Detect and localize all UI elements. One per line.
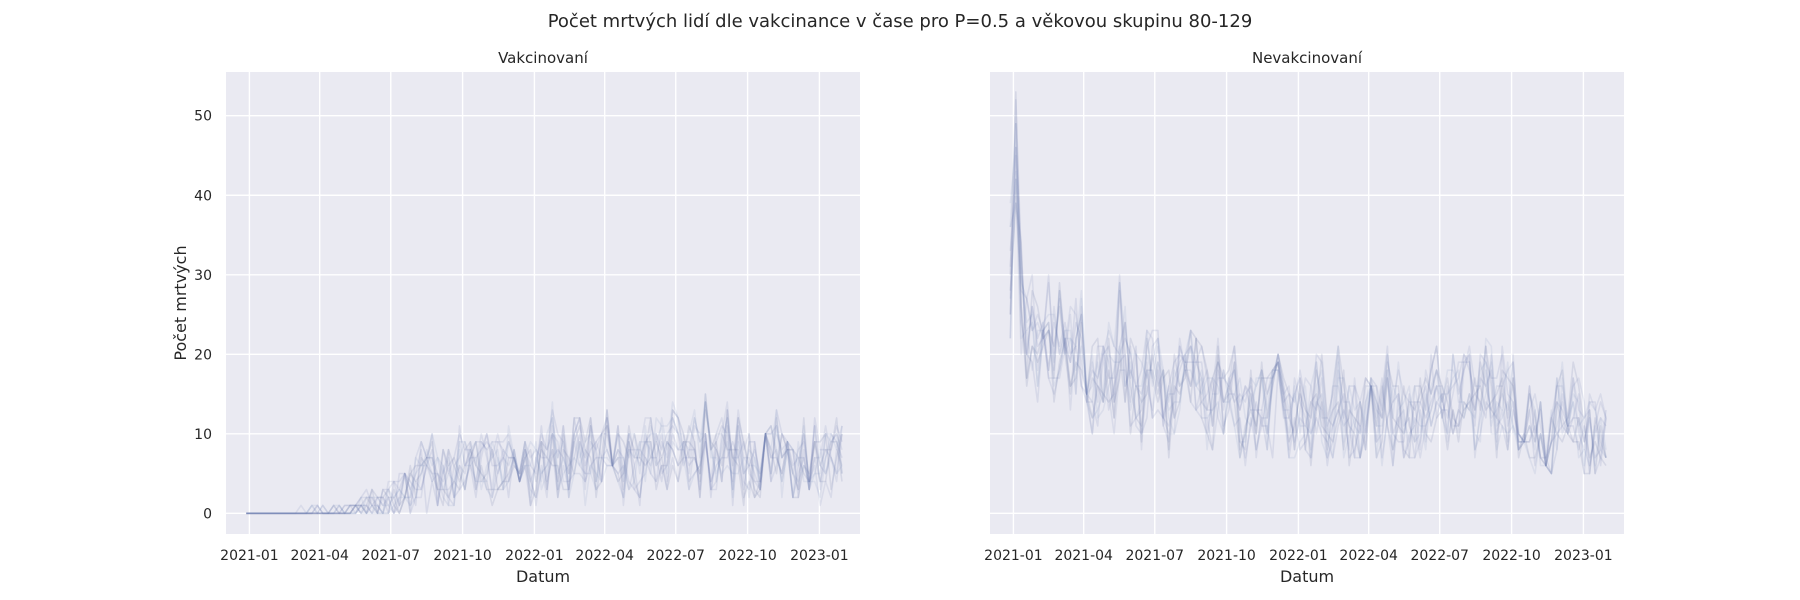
figure-title: Počet mrtvých lidí dle vakcinance v čase…: [548, 11, 1253, 32]
series-line: [1009, 202, 1607, 475]
x-tick-label: 2021-01: [984, 548, 1043, 564]
series-line: [246, 417, 843, 515]
x-tick-label: 2022-10: [718, 548, 777, 564]
series-line: [1009, 99, 1607, 475]
x-tick-label: 2021-10: [1197, 548, 1256, 564]
series-line: [1009, 202, 1607, 475]
x-tick-label: 2022-07: [646, 548, 705, 564]
panel-title: Nevakcinovaní: [1252, 49, 1363, 67]
plot-area: [226, 72, 860, 534]
plot-area: [990, 72, 1624, 534]
x-tick-label: 2022-07: [1410, 548, 1469, 564]
series-line: [246, 401, 843, 515]
panel-title: Vakcinovaní: [498, 49, 589, 67]
x-tick-label: 2022-04: [1339, 548, 1398, 564]
panel-vakcinovani: 2021-01 2021-04 2021-07 2021-10 2022-01 2022-…: [171, 49, 860, 586]
x-tick-labels: 2021-01 2021-04 2021-07 2021-10 2022-01 2022-…: [984, 548, 1612, 564]
series-line: [246, 417, 843, 515]
series-line: [246, 401, 843, 515]
y-tick-label: 10: [194, 427, 212, 443]
series-line: [246, 393, 843, 515]
series-line: [1009, 154, 1607, 467]
x-tick-label: 2022-01: [505, 548, 564, 564]
panel-nevakcinovani: 2021-01 2021-04 2021-07 2021-10 2022-01 2022-…: [984, 49, 1624, 586]
series-line: [1009, 178, 1607, 475]
series-line: [246, 401, 843, 515]
series-line: [246, 393, 843, 515]
x-tick-label: 2021-04: [290, 548, 349, 564]
grid-lines: [226, 72, 860, 534]
y-tick-label: 40: [194, 188, 212, 204]
y-tick-labels: 0 10 20 30 40 50: [194, 109, 212, 523]
x-axis-label: Datum: [516, 567, 570, 586]
series-line: [246, 401, 843, 515]
y-tick-label: 20: [194, 347, 212, 363]
y-tick-label: 50: [194, 109, 212, 125]
x-tick-label: 2021-07: [1125, 548, 1184, 564]
x-axis-label: Datum: [1280, 567, 1334, 586]
x-tick-label: 2021-04: [1054, 548, 1113, 564]
y-tick-label: 0: [203, 506, 212, 522]
series-line: [246, 409, 843, 515]
series-lines: [246, 393, 843, 515]
series-line: [246, 409, 843, 515]
x-tick-label: 2023-01: [1554, 548, 1613, 564]
series-line: [246, 417, 843, 515]
x-tick-label: 2021-01: [220, 548, 279, 564]
series-line: [1009, 178, 1607, 467]
grid-lines: [990, 72, 1624, 534]
series-line: [246, 417, 843, 515]
series-line: [1009, 170, 1607, 467]
series-lines: [1009, 91, 1607, 475]
series-line: [1009, 146, 1607, 475]
series-line: [1009, 122, 1607, 467]
series-line: [1009, 122, 1607, 475]
x-tick-label: 2022-01: [1269, 548, 1328, 564]
x-tick-label: 2022-10: [1482, 548, 1541, 564]
series-line: [1009, 91, 1607, 475]
x-tick-label: 2021-07: [361, 548, 420, 564]
x-tick-label: 2022-04: [575, 548, 634, 564]
series-line: [1009, 146, 1607, 467]
x-tick-labels: 2021-01 2021-04 2021-07 2021-10 2022-01 2022-…: [220, 548, 848, 564]
x-tick-label: 2021-10: [433, 548, 492, 564]
y-axis-label: Počet mrtvých: [171, 245, 190, 360]
y-tick-label: 30: [194, 268, 212, 284]
x-tick-label: 2023-01: [790, 548, 849, 564]
